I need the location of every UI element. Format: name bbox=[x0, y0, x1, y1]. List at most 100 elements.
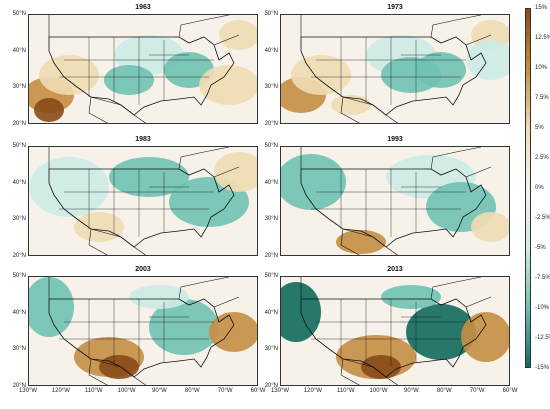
longitude-label: 120°W bbox=[303, 388, 322, 394]
panel-title: 2013 bbox=[387, 266, 403, 273]
us-outline bbox=[48, 168, 235, 248]
latitude-label: 30°N bbox=[12, 84, 26, 91]
latitude-label: 50°N bbox=[12, 143, 26, 149]
latitude-label: 50°N bbox=[12, 273, 26, 279]
anomaly-region bbox=[129, 285, 189, 309]
canada-lines bbox=[300, 15, 492, 46]
panel-title: 2003 bbox=[135, 266, 151, 273]
latitude-label: 50°N bbox=[264, 273, 278, 279]
us-outline bbox=[300, 36, 487, 116]
us-outline bbox=[300, 298, 487, 378]
latitude-label: 40°N bbox=[12, 179, 26, 186]
anomaly-region bbox=[209, 312, 257, 352]
longitude-label: 60°W bbox=[502, 388, 518, 394]
latitude-label: 20°N bbox=[264, 383, 278, 389]
colorbar-tick-label: -5% bbox=[535, 245, 546, 251]
colorbar-tick-label: 12.5% bbox=[535, 35, 550, 41]
anomaly-map-1993 bbox=[280, 146, 510, 256]
anomaly-region bbox=[104, 65, 154, 95]
colorbar-tick-label: -12.5% bbox=[535, 335, 550, 341]
latitude-label: 40°N bbox=[264, 179, 278, 186]
longitude-label: 130°W bbox=[270, 388, 290, 394]
longitude-label: 100°W bbox=[117, 388, 136, 394]
panel-title: 1983 bbox=[135, 136, 151, 143]
longitude-label: 90°W bbox=[404, 388, 419, 394]
colorbar-tick-label: 7.5% bbox=[535, 95, 549, 101]
anomaly-region bbox=[214, 152, 257, 192]
canada-lines bbox=[48, 277, 240, 308]
anomaly-region bbox=[381, 57, 441, 93]
latitude-label: 20°N bbox=[12, 383, 26, 389]
anomaly-region bbox=[406, 304, 476, 360]
anomaly-region bbox=[199, 65, 257, 105]
latitude-label: 30°N bbox=[12, 346, 26, 353]
colorbar-tick-label: 5% bbox=[535, 125, 544, 131]
latitude-label: 40°N bbox=[12, 47, 26, 54]
anomaly-region bbox=[219, 20, 257, 50]
colorbar-tick-label: 15% bbox=[535, 5, 548, 11]
colorbar-tick-label: -7.5% bbox=[535, 275, 550, 281]
longitude-label: 100°W bbox=[369, 388, 388, 394]
anomaly-region bbox=[331, 95, 371, 115]
latitude-label: 30°N bbox=[264, 346, 278, 353]
us-outline bbox=[48, 298, 235, 378]
latitude-label: 30°N bbox=[12, 216, 26, 223]
colorbar-tick-label: 2.5% bbox=[535, 155, 549, 161]
mexico-outline bbox=[88, 358, 147, 385]
latitude-label: 20°N bbox=[264, 121, 278, 127]
panel-title: 1973 bbox=[387, 4, 403, 11]
anomaly-region bbox=[471, 212, 509, 242]
latitude-label: 20°N bbox=[264, 253, 278, 259]
us-outline bbox=[48, 36, 235, 116]
latitude-label: 50°N bbox=[12, 11, 26, 17]
mexico-outline bbox=[88, 228, 147, 255]
anomaly-region bbox=[34, 98, 64, 122]
anomaly-region bbox=[281, 154, 346, 210]
canada-lines bbox=[48, 147, 240, 178]
anomaly-map-1973 bbox=[280, 14, 510, 124]
anomaly-region bbox=[381, 285, 441, 309]
longitude-label: 110°W bbox=[84, 388, 103, 394]
colorbar bbox=[525, 8, 531, 368]
anomaly-map-2003 bbox=[28, 276, 258, 386]
longitude-label: 60°W bbox=[250, 388, 266, 394]
anomaly-region bbox=[29, 157, 109, 217]
mexico-outline bbox=[340, 96, 399, 123]
colorbar-tick-label: -15% bbox=[535, 365, 550, 371]
anomaly-region bbox=[291, 55, 351, 95]
latitude-label: 50°N bbox=[264, 143, 278, 149]
longitude-label: 90°W bbox=[152, 388, 167, 394]
longitude-label: 70°W bbox=[469, 388, 485, 394]
mexico-outline bbox=[88, 96, 147, 123]
mexico-outline bbox=[340, 228, 399, 255]
latitude-label: 20°N bbox=[12, 253, 26, 259]
canada-lines bbox=[300, 147, 492, 178]
anomaly-region bbox=[361, 355, 401, 379]
anomaly-region bbox=[461, 312, 509, 362]
latitude-label: 20°N bbox=[12, 121, 26, 127]
canada-lines bbox=[48, 15, 240, 46]
longitude-label: 70°W bbox=[217, 388, 233, 394]
anomaly-region bbox=[74, 212, 124, 242]
panel-title: 1963 bbox=[135, 4, 151, 11]
latitude-label: 40°N bbox=[12, 309, 26, 316]
latitude-label: 30°N bbox=[264, 84, 278, 91]
mexico-outline bbox=[340, 358, 399, 385]
latitude-label: 50°N bbox=[264, 11, 278, 17]
canada-lines bbox=[300, 277, 492, 308]
colorbar-tick-label: -10% bbox=[535, 305, 550, 311]
anomaly-region bbox=[336, 230, 386, 254]
anomaly-map-1963 bbox=[28, 14, 258, 124]
longitude-label: 80°W bbox=[184, 388, 200, 394]
colorbar-tick-label: 0% bbox=[535, 185, 544, 191]
anomaly-map-2013 bbox=[280, 276, 510, 386]
longitude-label: 120°W bbox=[51, 388, 70, 394]
longitude-label: 80°W bbox=[436, 388, 452, 394]
anomaly-region bbox=[29, 277, 74, 337]
latitude-label: 40°N bbox=[264, 47, 278, 54]
anomaly-region bbox=[466, 40, 509, 80]
longitude-label: 130°W bbox=[18, 388, 38, 394]
anomaly-map-1983 bbox=[28, 146, 258, 256]
colorbar-tick-label: 10% bbox=[535, 65, 548, 71]
longitude-label: 110°W bbox=[336, 388, 355, 394]
